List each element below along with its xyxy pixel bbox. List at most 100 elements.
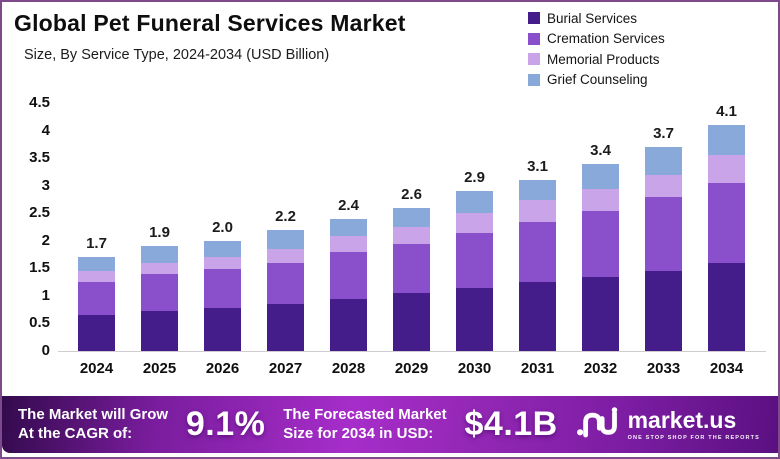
bar-segment-memorial-products	[708, 155, 745, 183]
bar-segment-memorial-products	[456, 213, 493, 233]
bar-segment-memorial-products	[330, 236, 367, 252]
x-axis-label-2024: 2024	[79, 360, 114, 377]
bar-group-2033: 3.7	[645, 125, 682, 351]
footer-banner: The Market will Grow At the CAGR of: 9.1…	[2, 396, 778, 453]
legend-label: Burial Services	[547, 10, 638, 26]
legend-swatch-icon	[528, 73, 540, 86]
bar-total-label: 3.1	[527, 158, 548, 176]
bar-group-2028: 2.4	[330, 197, 367, 351]
bar-segment-burial-services	[708, 262, 745, 351]
y-axis: 4.5 4 3.5 3 2.5 2 1.5 1 0.5 0	[12, 94, 50, 359]
bar-total-label: 2.6	[401, 185, 422, 203]
y-axis-tick: 3	[41, 176, 50, 194]
marketus-logo: market.us ONE STOP SHOP FOR THE REPORTS	[576, 406, 760, 443]
bar-group-2030: 2.9	[456, 169, 493, 351]
cagr-value: 9.1%	[185, 405, 266, 443]
x-axis-label-2027: 2027	[268, 360, 303, 377]
y-axis-tick: 1	[41, 286, 50, 304]
bar-segment-burial-services	[456, 287, 493, 351]
bar-segment-cremation-services	[456, 232, 493, 288]
bar-total-label: 2.2	[275, 207, 296, 225]
bar-total-label: 1.9	[149, 224, 170, 242]
bar-segment-cremation-services	[393, 243, 430, 294]
page-title: Global Pet Funeral Services Market	[14, 10, 406, 36]
x-axis-label-2028: 2028	[331, 360, 366, 377]
y-axis-tick: 2	[41, 231, 50, 249]
y-axis-tick: 2.5	[29, 204, 50, 222]
page-subtitle: Size, By Service Type, 2024-2034 (USD Bi…	[24, 47, 330, 63]
bar-group-2024: 1.7	[78, 235, 115, 351]
bar-segment-cremation-services	[708, 182, 745, 263]
x-axis-label-2025: 2025	[142, 360, 177, 377]
bar-segment-grief-counseling	[582, 163, 619, 189]
bar-segment-grief-counseling	[708, 125, 745, 156]
bar-total-label: 3.4	[590, 141, 611, 159]
bar-segment-burial-services	[393, 293, 430, 351]
y-axis-tick: 4.5	[29, 94, 50, 111]
y-axis-tick: 3.5	[29, 149, 50, 167]
bar-chart-plot-area: 1.7 1.9 2.0 2.2 2.4 2.6 2.9 3.1 3.4 3.7 4.1	[78, 103, 745, 351]
cagr-label-line2: At the CAGR of:	[18, 424, 133, 442]
legend-label: Memorial Products	[547, 51, 660, 67]
bar-group-2031: 3.1	[519, 158, 556, 351]
legend-item-burial-services: Burial Services	[528, 8, 665, 29]
y-axis-tick: 1.5	[29, 259, 50, 277]
y-axis-tick: 4	[41, 121, 50, 139]
legend-swatch-icon	[528, 53, 540, 66]
bar-segment-grief-counseling	[78, 257, 115, 272]
forecast-label: The Forecasted Market Size for 2034 in U…	[283, 406, 446, 444]
bar-segment-cremation-services	[267, 262, 304, 305]
x-axis-label-2033: 2033	[646, 360, 681, 377]
bar-total-label: 4.1	[716, 103, 737, 121]
bar-segment-grief-counseling	[141, 246, 178, 263]
chart-legend: Burial Services Cremation Services Memoria…	[528, 8, 665, 90]
bar-segment-burial-services	[204, 308, 241, 351]
bar-segment-grief-counseling	[456, 191, 493, 214]
bar-segment-memorial-products	[141, 262, 178, 274]
bar-segment-memorial-products	[582, 188, 619, 211]
bar-total-label: 2.4	[338, 196, 359, 214]
y-axis-tick: 0.5	[29, 314, 50, 332]
legend-label: Cremation Services	[547, 31, 665, 47]
forecast-label-line1: The Forecasted Market	[283, 405, 447, 423]
bar-segment-cremation-services	[78, 282, 115, 316]
legend-item-memorial-products: Memorial Products	[528, 49, 665, 70]
cagr-label: The Market will Grow At the CAGR of:	[18, 406, 168, 444]
legend-swatch-icon	[528, 12, 540, 25]
bar-segment-grief-counseling	[393, 207, 430, 228]
forecast-label-line2: Size for 2034 in USD:	[283, 424, 434, 442]
bar-group-2025: 1.9	[141, 224, 178, 351]
legend-item-grief-counseling: Grief Counseling	[528, 70, 665, 91]
x-axis-label-2034: 2034	[709, 360, 744, 377]
bar-segment-grief-counseling	[519, 180, 556, 200]
x-axis-label-2026: 2026	[205, 360, 240, 377]
bar-segment-burial-services	[141, 311, 178, 351]
bar-segment-burial-services	[330, 298, 367, 351]
y-axis-tick: 0	[41, 342, 50, 359]
bar-segment-grief-counseling	[204, 240, 241, 258]
x-axis-label-2032: 2032	[583, 360, 618, 377]
bar-segment-grief-counseling	[267, 229, 304, 250]
x-axis-label-2031: 2031	[520, 360, 555, 377]
bar-segment-cremation-services	[582, 210, 619, 277]
bar-total-label: 3.7	[653, 125, 674, 143]
marketus-logo-icon	[576, 406, 620, 443]
bar-segment-cremation-services	[645, 196, 682, 272]
bar-segment-memorial-products	[267, 249, 304, 263]
legend-swatch-icon	[528, 32, 540, 45]
bar-group-2032: 3.4	[582, 142, 619, 351]
bar-segment-memorial-products	[645, 174, 682, 197]
bar-segment-cremation-services	[141, 273, 178, 312]
bar-segment-cremation-services	[204, 269, 241, 308]
bar-group-2034: 4.1	[708, 103, 745, 351]
x-axis-baseline	[58, 351, 766, 352]
x-axis-labels: 2024 2025 2026 2027 2028 2029 2030 2031 2032 2033…	[78, 360, 745, 377]
bar-segment-memorial-products	[519, 199, 556, 222]
bar-segment-memorial-products	[204, 257, 241, 270]
legend-item-cremation-services: Cremation Services	[528, 29, 665, 50]
brand-name: market.us	[627, 406, 737, 433]
bar-segment-memorial-products	[393, 227, 430, 244]
x-axis-label-2029: 2029	[394, 360, 429, 377]
x-axis-label-2030: 2030	[457, 360, 492, 377]
